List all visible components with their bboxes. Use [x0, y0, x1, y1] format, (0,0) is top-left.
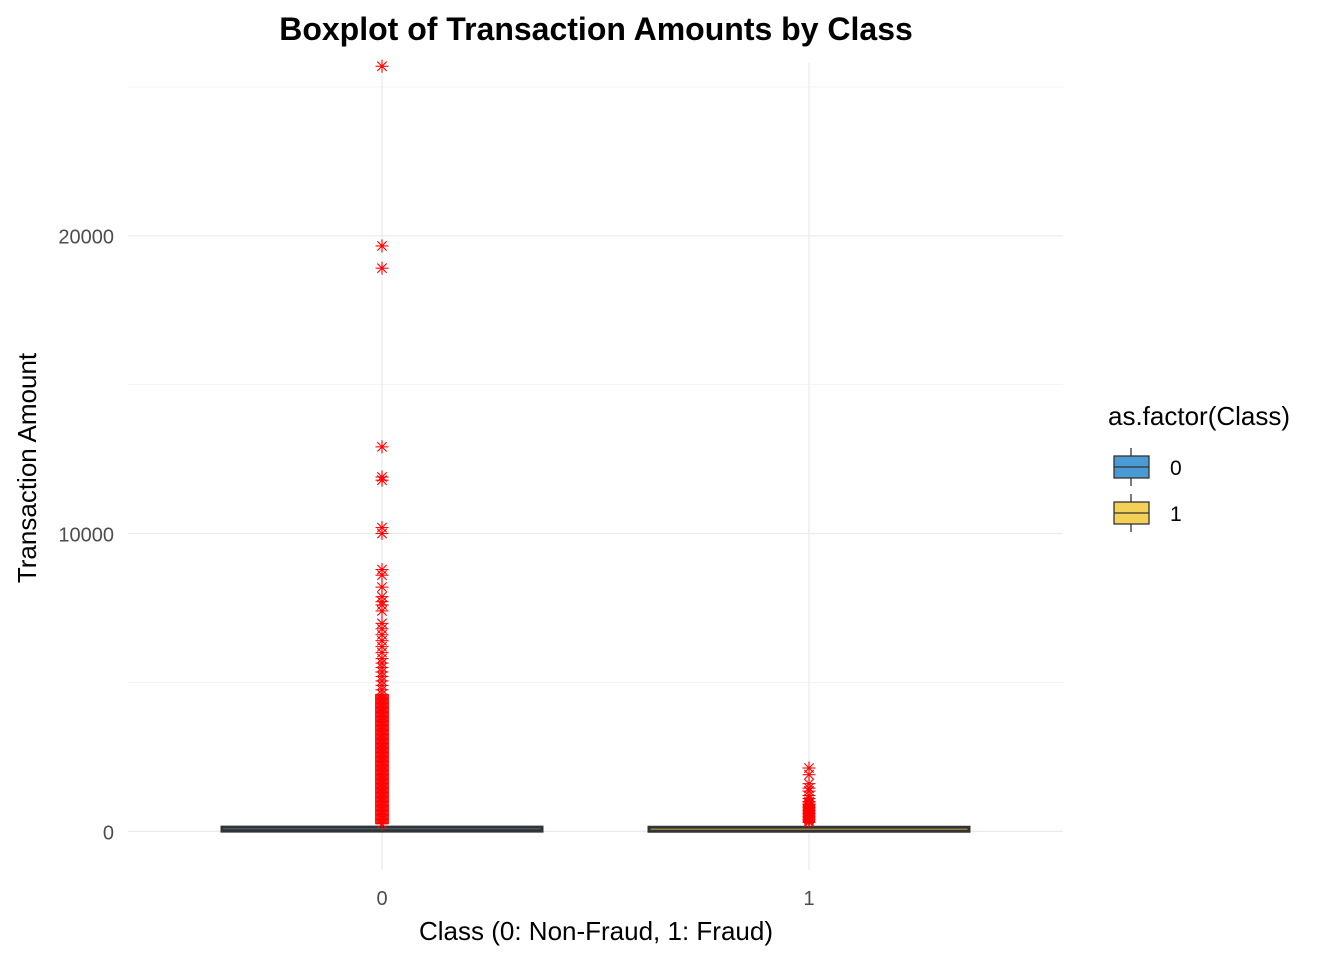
y-tick-label: 10000	[58, 525, 114, 547]
outlier-point	[375, 527, 389, 541]
grid-lines	[128, 63, 1063, 870]
outlier-point	[375, 473, 389, 487]
outlier-dense-band	[375, 694, 389, 824]
outlier-point	[375, 568, 389, 582]
outlier-point	[375, 59, 389, 73]
legend-entries: 01	[1113, 448, 1182, 532]
chart-title: Boxplot of Transaction Amounts by Class	[279, 11, 913, 47]
outlier-point	[375, 580, 389, 594]
legend-entry-1: 1	[1113, 494, 1182, 532]
outlier-point	[375, 440, 389, 454]
legend-entry-0: 0	[1113, 448, 1182, 486]
outlier-dense-band	[803, 804, 815, 823]
outlier-point	[375, 604, 389, 618]
outlier-point	[375, 261, 389, 275]
legend: as.factor(Class) 01	[1108, 401, 1290, 532]
x-axis-title: Class (0: Non-Fraud, 1: Fraud)	[419, 916, 773, 946]
y-tick-label: 20000	[58, 227, 114, 249]
legend-title: as.factor(Class)	[1108, 401, 1290, 431]
boxplot-boxes	[220, 823, 971, 833]
outlier-points	[375, 59, 816, 831]
x-tick-label: 1	[803, 888, 814, 910]
x-tick-label: 0	[376, 888, 387, 910]
y-tick-label: 0	[103, 822, 114, 844]
y-axis-title: Transaction Amount	[12, 352, 42, 583]
outlier-point	[375, 239, 389, 253]
legend-label: 0	[1170, 457, 1182, 480]
y-axis-ticks: 0 10000 20000	[58, 227, 114, 845]
legend-label: 1	[1170, 503, 1182, 526]
